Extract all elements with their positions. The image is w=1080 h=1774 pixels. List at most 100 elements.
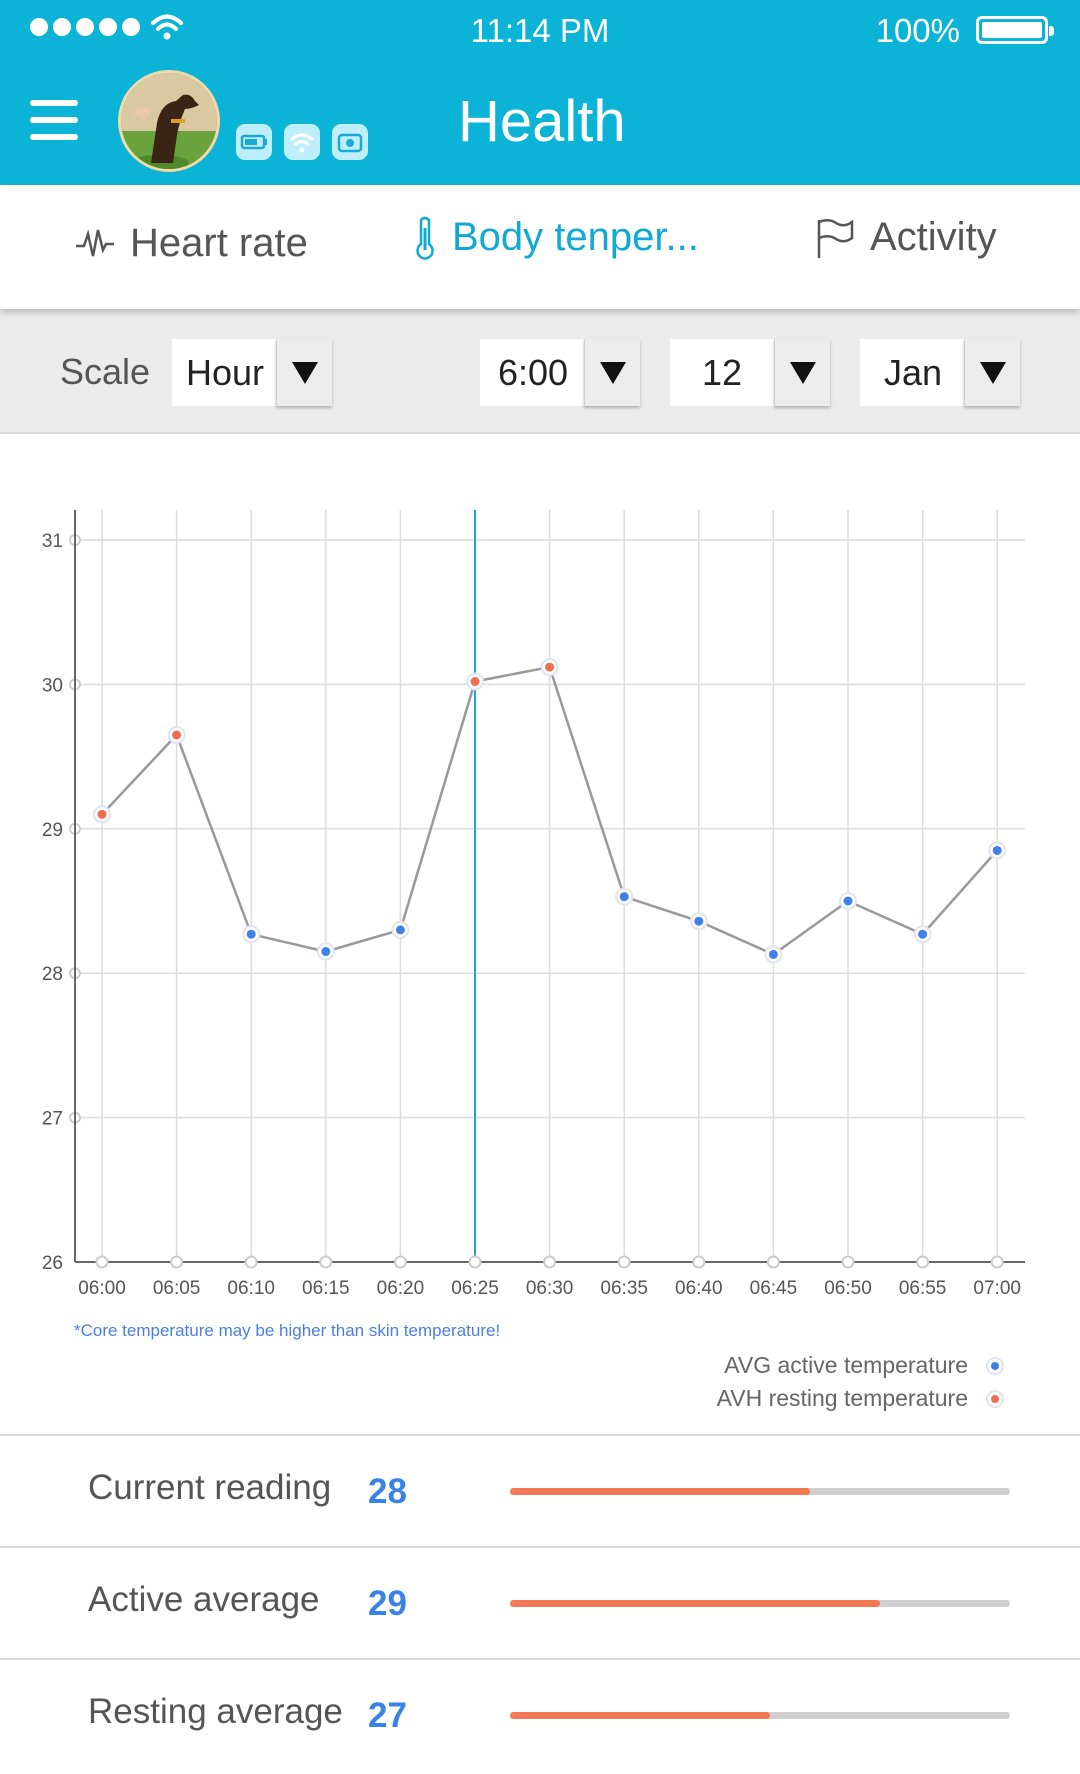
- x-tick-marker: [916, 1255, 930, 1269]
- y-tick-label: 31: [42, 531, 63, 552]
- chart-footnote: *Core temperature may be higher than ski…: [74, 1321, 501, 1340]
- x-tick-label: 07:00: [973, 1278, 1021, 1299]
- page-title: Health: [458, 89, 626, 154]
- stat-label: Current reading: [88, 1468, 332, 1507]
- time-select[interactable]: 6:00: [480, 339, 640, 406]
- menu-button[interactable]: [30, 100, 78, 140]
- stat-progress-fill: [510, 1488, 810, 1495]
- x-tick-marker: [766, 1255, 780, 1269]
- day-select[interactable]: 12: [670, 339, 830, 406]
- x-tick-marker: [543, 1255, 557, 1269]
- chevron-down-icon[interactable]: [964, 339, 1020, 406]
- x-tick-label: 06:20: [377, 1278, 425, 1299]
- device-camera-icon: [332, 124, 368, 160]
- stat-label: Active average: [88, 1580, 320, 1619]
- heartbeat-icon: [76, 228, 114, 256]
- x-tick-marker: [617, 1255, 631, 1269]
- device-battery-icon: [236, 124, 272, 160]
- thermometer-icon: [416, 216, 434, 260]
- stat-resting-average: Resting average 27: [0, 1658, 1080, 1770]
- x-tick-marker: [468, 1255, 482, 1269]
- month-select[interactable]: Jan: [860, 339, 1020, 406]
- x-tick-label: 06:45: [750, 1278, 798, 1299]
- stat-value: 29: [368, 1584, 407, 1623]
- day-select-value: 12: [702, 351, 743, 393]
- chevron-down-icon[interactable]: [276, 339, 332, 406]
- scale-select[interactable]: Hour: [172, 339, 332, 406]
- x-tick-marker: [841, 1255, 855, 1269]
- data-point-resting: [545, 662, 555, 672]
- tab-heart-rate-label: Heart rate: [130, 221, 308, 265]
- data-point-active: [619, 892, 629, 902]
- month-select-value: Jan: [884, 351, 943, 393]
- stat-progress-bar: [510, 1488, 1010, 1495]
- data-point-active: [843, 896, 853, 906]
- data-point-active: [992, 845, 1002, 855]
- data-point-active: [246, 929, 256, 939]
- time-select-value: 6:00: [498, 351, 569, 393]
- chart-controls: Scale Hour 6:00 12 Jan: [0, 309, 1080, 434]
- data-point-active: [321, 947, 331, 957]
- y-tick-label: 27: [42, 1109, 63, 1130]
- data-point-active: [918, 929, 928, 939]
- tab-activity-label: Activity: [870, 215, 997, 259]
- tab-body-temperature[interactable]: Body tenper...: [412, 215, 699, 260]
- y-tick-label: 30: [42, 675, 63, 696]
- x-tick-marker: [95, 1255, 109, 1269]
- tab-activity[interactable]: Activity: [814, 215, 997, 260]
- chevron-down-icon[interactable]: [584, 339, 640, 406]
- temperature-line-chart: 26 27 28 29 30 31 06:00 06:05 06:10 06:15 06:20 06:…: [42, 510, 1025, 1299]
- device-wifi-icon: [284, 124, 320, 160]
- x-tick-label: 06:40: [675, 1278, 723, 1299]
- data-point-resting: [172, 730, 182, 740]
- battery-percentage: 100%: [875, 12, 960, 49]
- tab-body-temperature-label: Body tenper...: [452, 215, 699, 259]
- chevron-down-icon[interactable]: [774, 339, 830, 406]
- flag-icon: [817, 218, 854, 258]
- legend-item-resting: AVH resting temperature: [717, 1385, 1004, 1412]
- x-tick-label: 06:05: [153, 1278, 201, 1299]
- legend-marker-active: [986, 1356, 1004, 1375]
- legend-label-active: AVG active temperature: [724, 1352, 968, 1378]
- stat-current-reading: Current reading 28: [0, 1434, 1080, 1546]
- stat-progress-fill: [510, 1712, 770, 1719]
- stat-active-average: Active average 29: [0, 1546, 1080, 1658]
- status-time: 11:14 PM: [470, 12, 610, 49]
- x-tick-label: 06:10: [227, 1278, 275, 1299]
- x-tick-label: 06:15: [302, 1278, 350, 1299]
- x-tick-marker: [319, 1255, 333, 1269]
- battery-icon: [976, 16, 1054, 44]
- legend-item-active: AVG active temperature: [724, 1352, 1004, 1379]
- x-tick-label: 06:00: [78, 1278, 126, 1299]
- x-tick-label: 06:50: [824, 1278, 872, 1299]
- tab-bar: Heart rate Body tenper... Activity: [0, 185, 1080, 309]
- tab-heart-rate[interactable]: Heart rate: [74, 221, 308, 266]
- legend-marker-resting: [986, 1389, 1004, 1408]
- data-point-active: [768, 949, 778, 959]
- x-tick-marker: [692, 1255, 706, 1269]
- data-point-active: [694, 916, 704, 926]
- scale-label: Scale: [60, 351, 151, 392]
- stat-value: 27: [368, 1696, 407, 1735]
- pet-avatar[interactable]: [118, 70, 220, 172]
- wifi-status-icon: [151, 14, 183, 40]
- stat-progress-bar: [510, 1712, 1010, 1719]
- x-tick-marker: [244, 1255, 258, 1269]
- data-point-active: [395, 925, 405, 935]
- stat-value: 28: [368, 1472, 407, 1511]
- signal-strength-icon: [30, 18, 140, 36]
- x-tick-label: 06:30: [526, 1278, 574, 1299]
- scale-select-value: Hour: [186, 351, 265, 393]
- data-point-resting: [97, 809, 107, 819]
- app-header: 11:14 PM 100% Health: [0, 0, 1080, 185]
- y-tick-label: 29: [42, 820, 63, 841]
- stat-progress-fill: [510, 1600, 880, 1607]
- y-tick-label: 28: [42, 964, 63, 985]
- x-tick-marker: [990, 1255, 1004, 1269]
- x-tick-marker: [170, 1255, 184, 1269]
- x-tick-label: 06:25: [451, 1278, 499, 1299]
- x-tick-marker: [393, 1255, 407, 1269]
- y-tick-label: 26: [42, 1253, 63, 1274]
- stat-progress-bar: [510, 1600, 1010, 1607]
- stat-label: Resting average: [88, 1692, 343, 1731]
